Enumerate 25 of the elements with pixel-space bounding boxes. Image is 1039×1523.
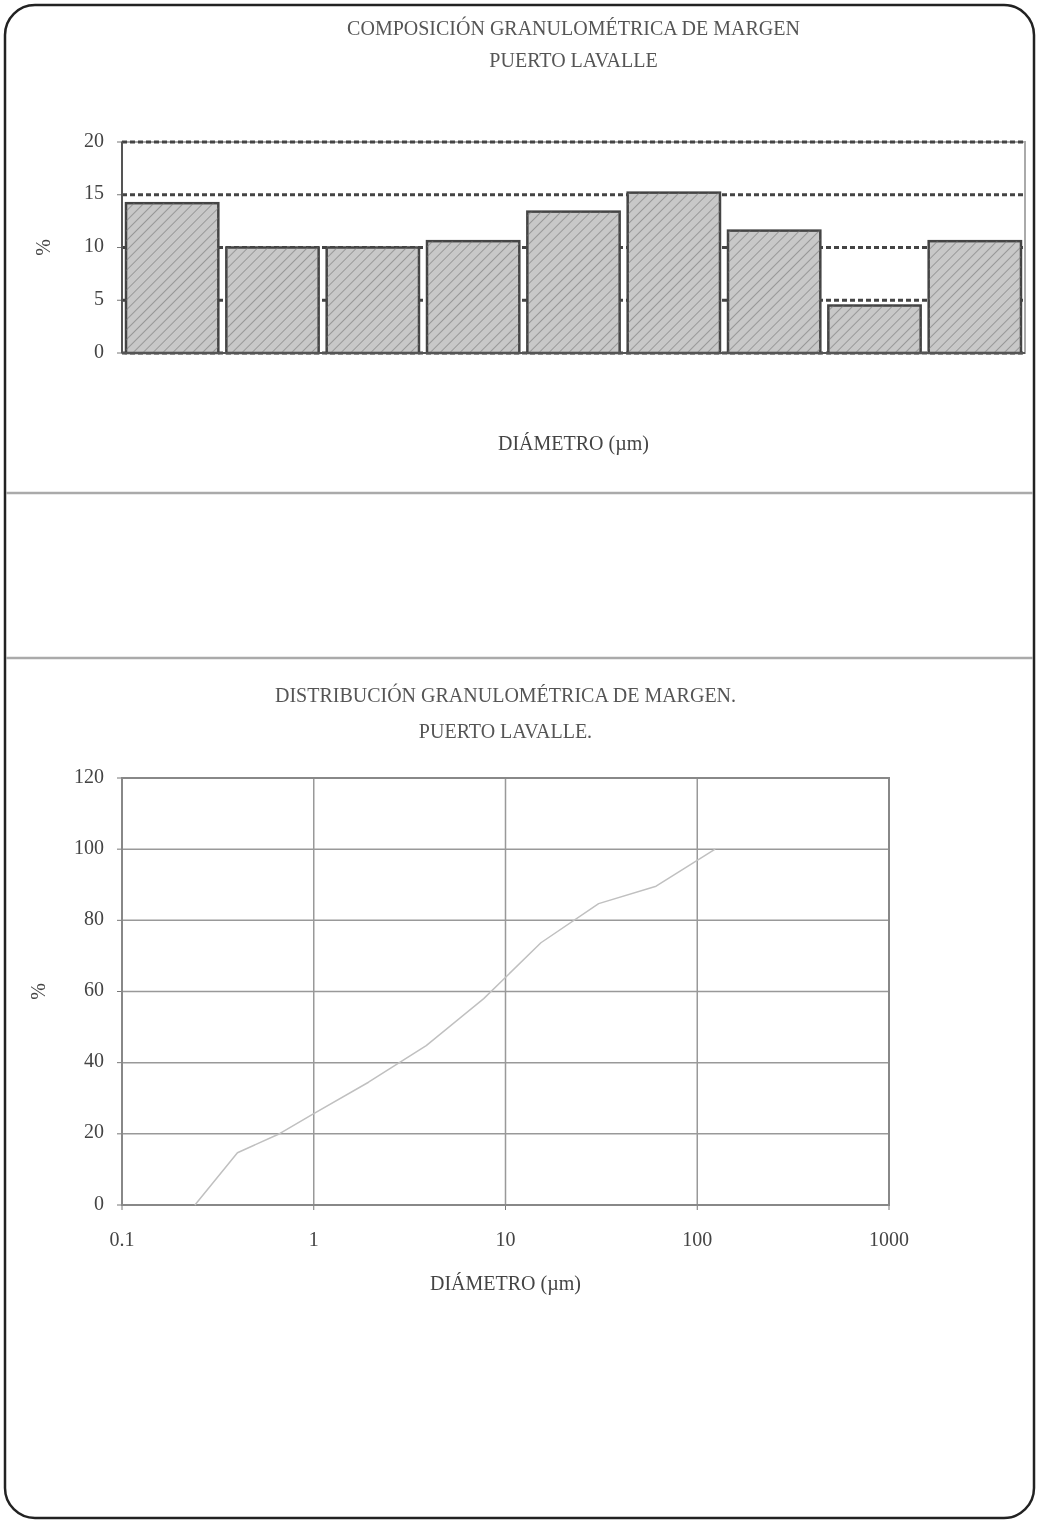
y-tick-label: 100	[74, 835, 104, 858]
y-tick-label: 10	[84, 234, 104, 257]
chart-title: COMPOSICIÓN GRANULOMÉTRICA DE MARGEN	[347, 15, 800, 39]
x-tick-label: 100	[682, 1227, 713, 1250]
y-tick-label: 20	[84, 128, 104, 151]
chart-subtitle: PUERTO LAVALLE.	[418, 719, 593, 742]
y-axis-title: %	[31, 239, 54, 256]
y-axis-title: %	[26, 983, 49, 1000]
x-axis-title: DIÁMETRO (µm)	[430, 1271, 581, 1295]
chart-subtitle: PUERTO LAVALLE	[489, 48, 658, 71]
chart-title: DISTRIBUCIÓN GRANULOMÉTRICA DE MARGEN.	[274, 682, 737, 706]
x-tick-label: 10	[495, 1227, 516, 1250]
y-tick-label: 120	[74, 764, 104, 787]
x-tick-label: 0.1	[109, 1227, 135, 1250]
y-tick-label: 0	[94, 1191, 104, 1214]
y-tick-label: 40	[84, 1049, 104, 1072]
x-axis-title: DIÁMETRO (µm)	[498, 431, 649, 455]
y-tick-label: 80	[84, 906, 104, 929]
y-tick-label: 5	[94, 286, 104, 309]
y-tick-label: 15	[84, 181, 104, 204]
y-tick-label: 60	[84, 978, 104, 1001]
x-tick-label: 1000	[869, 1227, 909, 1250]
y-tick-label: 0	[94, 339, 104, 362]
x-tick-label: 1	[308, 1227, 319, 1250]
y-tick-label: 20	[84, 1120, 104, 1143]
